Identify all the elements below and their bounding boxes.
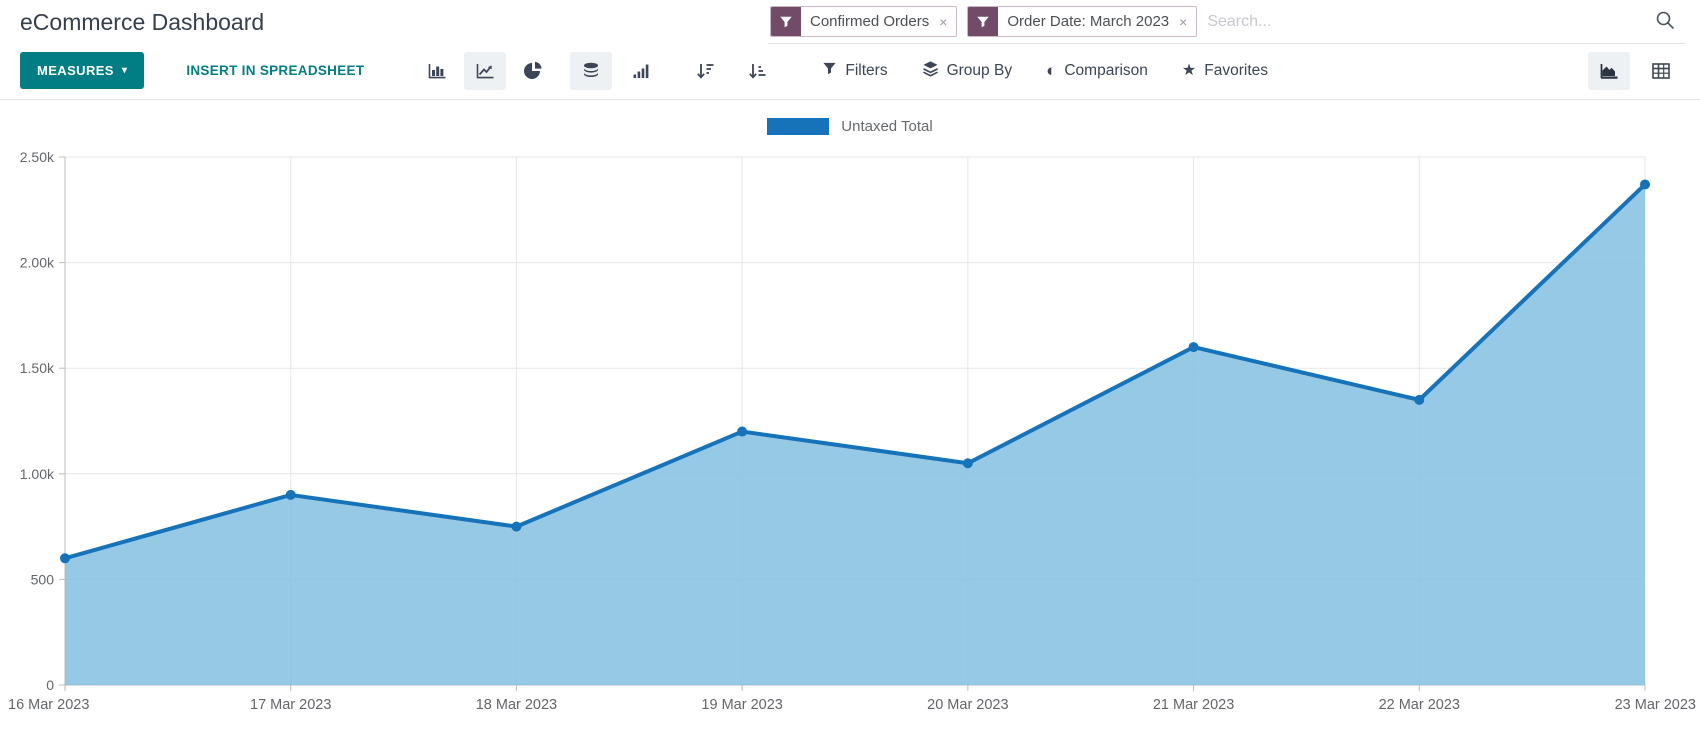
chevron-down-icon: ▾ bbox=[121, 65, 128, 76]
layers-icon bbox=[922, 60, 939, 82]
legend-label: Untaxed Total bbox=[841, 117, 933, 135]
adjust-half-circle-icon: ◐ bbox=[1046, 61, 1057, 80]
svg-text:1.00k: 1.00k bbox=[20, 466, 55, 482]
facet-confirmed-orders: Confirmed Orders × bbox=[770, 6, 958, 37]
svg-text:17 Mar 2023: 17 Mar 2023 bbox=[250, 697, 331, 713]
sort-descending-icon[interactable] bbox=[684, 52, 726, 90]
group-by-menu-button[interactable]: Group By bbox=[922, 60, 1012, 82]
svg-text:19 Mar 2023: 19 Mar 2023 bbox=[701, 697, 782, 713]
cumulative-icon[interactable] bbox=[620, 52, 662, 90]
favorites-label: Favorites bbox=[1204, 61, 1269, 79]
pivot-view-icon[interactable] bbox=[1640, 52, 1682, 90]
top-bar: eCommerce Dashboard Confirmed Orders × O… bbox=[0, 0, 1700, 44]
svg-text:500: 500 bbox=[31, 571, 55, 587]
facet-order-date: Order Date: March 2023 × bbox=[967, 6, 1198, 37]
facet-remove-icon[interactable]: × bbox=[1179, 13, 1188, 30]
facet-remove-icon[interactable]: × bbox=[939, 13, 948, 30]
pie-chart-icon[interactable] bbox=[512, 52, 554, 90]
svg-text:2.50k: 2.50k bbox=[20, 149, 55, 165]
control-bar: MEASURES ▾ INSERT IN SPREADSHEET bbox=[0, 42, 1700, 100]
svg-text:1.50k: 1.50k bbox=[20, 360, 55, 376]
svg-text:16 Mar 2023: 16 Mar 2023 bbox=[8, 697, 89, 713]
facet-label: Confirmed Orders bbox=[810, 13, 930, 30]
svg-text:20 Mar 2023: 20 Mar 2023 bbox=[927, 697, 1008, 713]
svg-text:0: 0 bbox=[46, 677, 54, 693]
comparison-label: Comparison bbox=[1064, 61, 1148, 79]
stacked-icon[interactable] bbox=[570, 51, 613, 90]
filter-funnel-icon bbox=[771, 7, 801, 36]
bar-chart-icon[interactable] bbox=[416, 52, 458, 90]
group-by-label: Group By bbox=[946, 61, 1013, 79]
svg-text:23 Mar 2023: 23 Mar 2023 bbox=[1615, 697, 1696, 713]
facet-label: Order Date: March 2023 bbox=[1007, 13, 1170, 30]
comparison-menu-button[interactable]: ◐ Comparison bbox=[1046, 62, 1148, 80]
insert-in-spreadsheet-button[interactable]: INSERT IN SPREADSHEET bbox=[186, 63, 365, 78]
chart-canvas[interactable]: 0 500 1.00k 1.50k 2.00k 2.50k 16 Mar 2023 17 Ma… bbox=[0, 137, 1700, 726]
chart-area: 0 500 1.00k 1.50k 2.00k 2.50k 16 Mar 2023 17 Ma… bbox=[0, 137, 1700, 726]
chart-type-switcher bbox=[416, 51, 554, 90]
svg-text:22 Mar 2023: 22 Mar 2023 bbox=[1379, 697, 1460, 713]
filter-funnel-icon bbox=[968, 7, 999, 36]
legend-swatch bbox=[767, 117, 830, 135]
svg-text:18 Mar 2023: 18 Mar 2023 bbox=[476, 697, 557, 713]
funnel-icon bbox=[822, 61, 837, 81]
sort-ascending-icon[interactable] bbox=[736, 52, 778, 90]
filters-menu-button[interactable]: Filters bbox=[822, 61, 888, 81]
measures-label: MEASURES bbox=[37, 63, 114, 78]
area-chart-view-icon[interactable] bbox=[1588, 51, 1630, 90]
search-view: Confirmed Orders × Order Date: March 202… bbox=[768, 4, 1686, 44]
svg-text:2.00k: 2.00k bbox=[20, 255, 55, 271]
search-icon[interactable] bbox=[1648, 7, 1682, 36]
search-input[interactable] bbox=[1207, 12, 1648, 31]
sort-buttons bbox=[684, 52, 778, 90]
chart-legend-item[interactable]: Untaxed Total bbox=[0, 115, 1700, 137]
favorites-menu-button[interactable]: ★ Favorites bbox=[1182, 62, 1268, 80]
view-switcher bbox=[1588, 51, 1682, 90]
measures-button[interactable]: MEASURES ▾ bbox=[20, 52, 145, 89]
star-icon: ★ bbox=[1181, 61, 1197, 79]
line-chart-icon[interactable] bbox=[464, 51, 507, 90]
filters-label: Filters bbox=[845, 61, 888, 79]
svg-text:21 Mar 2023: 21 Mar 2023 bbox=[1153, 697, 1234, 713]
chart-options bbox=[570, 51, 662, 90]
page-title: eCommerce Dashboard bbox=[20, 9, 265, 35]
